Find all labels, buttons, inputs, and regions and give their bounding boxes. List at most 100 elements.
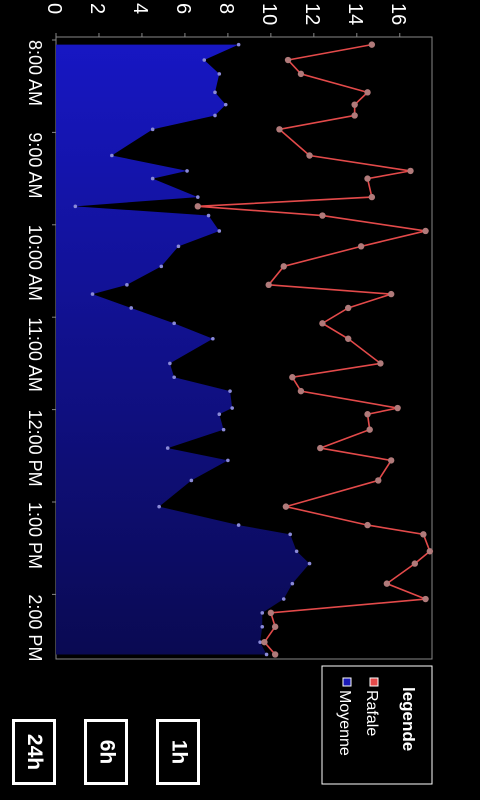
moyenne-point — [157, 504, 161, 509]
moyenne-point — [150, 127, 155, 132]
rafale-point — [407, 167, 414, 175]
rafale-point — [383, 580, 391, 587]
rafale-point — [351, 112, 358, 119]
moyenne-point — [125, 283, 129, 287]
rafale-point — [319, 320, 326, 327]
rafale-point — [357, 243, 365, 250]
moyenne-point — [172, 321, 176, 326]
rafale-point — [422, 595, 429, 603]
moyenne-point — [185, 169, 189, 173]
rafale-point — [276, 126, 283, 133]
y-tick-label: 14 — [344, 3, 366, 25]
legend-moyenne-swatch — [342, 677, 352, 687]
moyenne-point — [159, 264, 164, 269]
rafale-point — [364, 175, 371, 182]
moyenne-point — [73, 204, 78, 209]
x-axis-ticks: 8:00 AM 9:00 AM 10:00 AM 11:00 AM 12:00 PM 1:… — [25, 39, 56, 661]
rafale-point — [345, 304, 352, 312]
rafale-point — [306, 152, 313, 159]
moyenne-point — [221, 427, 226, 432]
rafale-point — [297, 70, 305, 78]
rafale-point — [420, 531, 427, 538]
y-tick-label: 6 — [172, 3, 194, 14]
rafale-point — [377, 360, 384, 367]
legend-title: legende — [399, 687, 418, 751]
y-tick-label: 8 — [215, 3, 237, 14]
x-tick-label: 2:00 PM — [25, 594, 45, 661]
rafale-point — [422, 227, 429, 235]
rafale-point — [267, 609, 275, 617]
rafale-point — [394, 404, 401, 412]
moyenne-point — [236, 523, 241, 527]
x-tick-label: 1:00 PM — [25, 502, 45, 569]
legend-rafale-swatch — [369, 677, 379, 687]
moyenne-point — [307, 561, 312, 566]
moyenne-point — [260, 624, 265, 629]
rafale-point — [317, 444, 324, 452]
y-tick-label: 4 — [129, 3, 151, 14]
range-6h-button[interactable]: 6h — [84, 719, 128, 785]
rafale-point — [387, 290, 395, 298]
moyenne-point — [213, 90, 217, 95]
moyenne-point — [110, 153, 114, 158]
moyenne-point — [226, 458, 230, 463]
moyenne-point — [228, 389, 232, 393]
moyenne-point — [217, 412, 222, 417]
moyenne-point — [290, 581, 295, 586]
x-tick-label: 11:00 AM — [25, 317, 45, 392]
range-24h-button[interactable]: 24h — [12, 719, 56, 785]
y-tick-label: 10 — [258, 3, 280, 25]
rafale-point — [284, 56, 292, 64]
y-tick-label: 16 — [387, 3, 409, 25]
moyenne-point — [196, 195, 200, 199]
moyenne-point — [202, 58, 207, 62]
moyenne-point — [213, 113, 217, 118]
rafale-point — [297, 387, 305, 395]
moyenne-point — [206, 213, 211, 218]
y-axis-ticks: 0 2 4 6 8 10 12 14 16 — [43, 3, 409, 37]
moyenne-point — [129, 306, 133, 310]
y-tick-label: 12 — [301, 3, 323, 25]
rafale-point — [194, 203, 202, 210]
range-6h-label: 6h — [94, 739, 118, 765]
moyenne-area — [56, 44, 310, 655]
moyenne-point — [211, 336, 215, 341]
rafale-point — [366, 426, 373, 433]
range-1h-label: 1h — [166, 739, 190, 765]
rafale-point — [271, 623, 279, 630]
moyenne-point — [176, 244, 181, 249]
rafale-point — [364, 521, 371, 529]
moyenne-point — [150, 176, 155, 181]
data-points-layer — [73, 41, 434, 658]
rafale-point — [364, 411, 371, 418]
x-tick-label: 10:00 AM — [25, 225, 45, 301]
y-tick-label: 2 — [86, 3, 108, 14]
rafale-point — [289, 374, 296, 381]
rafale-point — [351, 101, 358, 108]
rafale-point — [265, 281, 272, 289]
y-tick-label: 0 — [43, 3, 65, 14]
moyenne-point — [230, 406, 234, 410]
rafale-point — [319, 212, 326, 219]
moyenne-point — [264, 652, 269, 657]
moyenne-point — [217, 72, 222, 76]
rafale-point — [345, 335, 352, 342]
range-1h-button[interactable]: 1h — [156, 719, 200, 785]
rafale-point — [375, 477, 382, 484]
rafale-point — [411, 560, 419, 567]
rafale-point — [261, 638, 268, 646]
legend-moyenne-label: Moyenne — [336, 690, 353, 756]
rafale-point — [271, 651, 279, 658]
rafale-point — [426, 548, 434, 555]
legend-rafale-label: Rafale — [363, 690, 380, 736]
moyenne-point — [258, 640, 262, 644]
rafale-point — [282, 503, 290, 510]
moyenne-point — [260, 611, 265, 615]
moyenne-area-layer — [56, 44, 310, 655]
rafale-point — [368, 193, 376, 201]
rafale-point — [280, 263, 287, 270]
moyenne-point — [294, 549, 299, 554]
moyenne-point — [223, 102, 228, 107]
x-tick-label: 8:00 AM — [25, 40, 45, 106]
